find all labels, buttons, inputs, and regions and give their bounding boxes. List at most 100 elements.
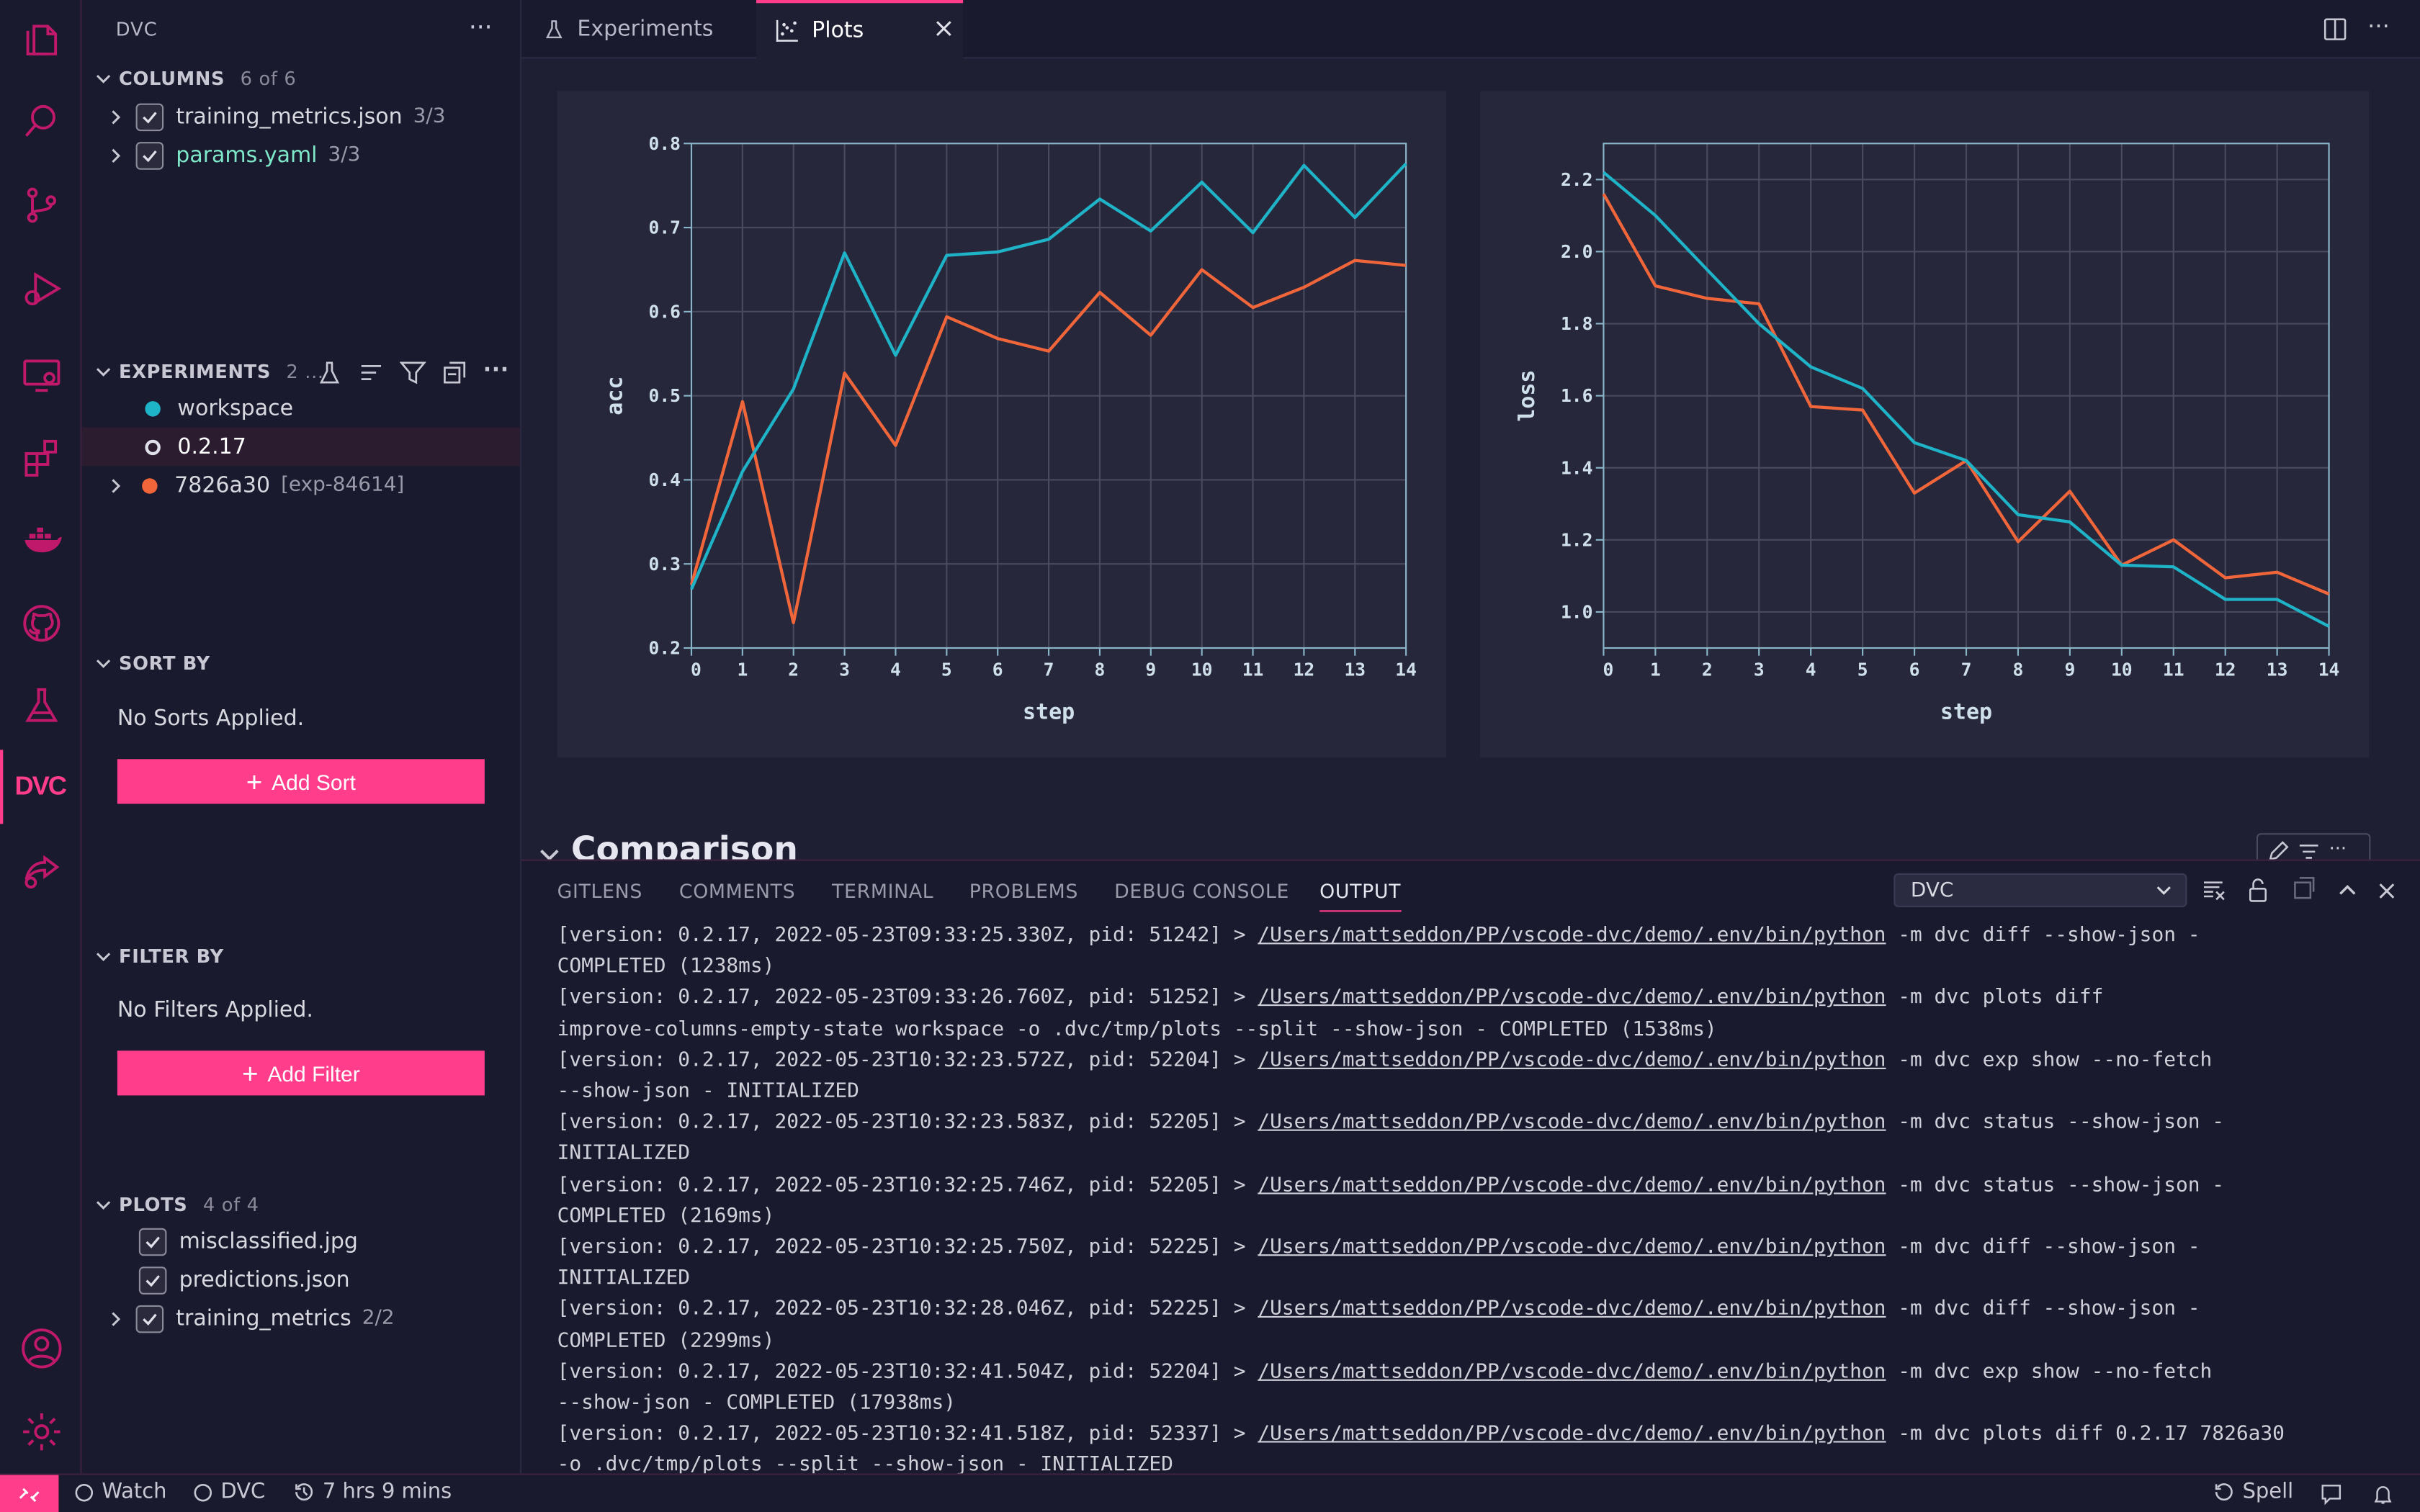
- python-path-link[interactable]: /Users/mattseddon/PP/vscode-dvc/demo/.en…: [1258, 1111, 1886, 1135]
- collapse-all-icon[interactable]: [442, 359, 467, 385]
- checkbox-checked[interactable]: [135, 102, 164, 131]
- flask-icon[interactable]: [20, 683, 63, 726]
- output-channel-select[interactable]: DVC: [1894, 873, 2187, 907]
- time-label: 7 hrs 9 mins: [322, 1480, 452, 1505]
- docker-icon[interactable]: [20, 518, 63, 562]
- plot-item[interactable]: misclassified.jpg: [82, 1222, 521, 1261]
- dvc-icon[interactable]: DVC: [14, 765, 67, 809]
- chevron-down-icon: [540, 850, 559, 860]
- python-path-link[interactable]: /Users/mattseddon/PP/vscode-dvc/demo/.en…: [1258, 1423, 1886, 1446]
- y-tick-label: 1.2: [1561, 529, 1592, 550]
- columns-header-label: COLUMNS: [119, 68, 225, 90]
- close-panel-icon[interactable]: [2377, 878, 2397, 907]
- more-actions-icon[interactable]: ···: [2367, 12, 2390, 40]
- filter-icon[interactable]: [400, 359, 426, 385]
- edit-icon[interactable]: [2267, 841, 2289, 860]
- chevron-down-icon: [2156, 886, 2171, 895]
- circle-icon: [194, 1482, 212, 1501]
- comparison-section-header[interactable]: Comparison: [537, 833, 798, 860]
- panel-tab-gitlens[interactable]: GITLENS: [557, 879, 642, 903]
- experiment-item[interactable]: 0.2.17: [81, 427, 521, 467]
- settings-gear-icon[interactable]: [20, 1410, 63, 1454]
- acc-line-chart: 0 1 2 3 4 5 6 7 8 9 10 11 12 13 140.20.30.40.50.60.70.…: [603, 133, 1417, 725]
- experiment-item[interactable]: workspace: [82, 389, 521, 428]
- explorer-icon[interactable]: [20, 17, 63, 60]
- search-icon[interactable]: [20, 100, 63, 143]
- remote-explorer-icon[interactable]: [20, 352, 63, 395]
- x-tick-label: 5: [941, 660, 952, 680]
- panel-tab-terminal[interactable]: TERMINAL: [832, 879, 934, 903]
- notifications-bell-icon[interactable]: [2372, 1482, 2394, 1512]
- split-editor-icon[interactable]: [2323, 17, 2347, 48]
- experiment-item[interactable]: 7826a30 [exp-84614]: [82, 466, 521, 505]
- checkbox-checked[interactable]: [135, 141, 164, 169]
- plot-item[interactable]: predictions.json: [82, 1261, 521, 1300]
- checkbox-checked[interactable]: [135, 1304, 164, 1333]
- watch-status[interactable]: Watch: [74, 1480, 167, 1504]
- chevron-right-icon: [104, 477, 128, 492]
- tab-experiments[interactable]: Experiments: [521, 0, 756, 58]
- more-actions-icon[interactable]: ···: [483, 358, 509, 383]
- lock-scroll-icon[interactable]: [2246, 876, 2270, 909]
- filter-section-header[interactable]: FILTER BY: [91, 940, 223, 973]
- checkbox-checked[interactable]: [138, 1227, 167, 1256]
- y-tick-label: 2.0: [1561, 241, 1592, 262]
- panel-tab-comments[interactable]: COMMENTS: [678, 879, 796, 903]
- y-tick-label: 1.0: [1561, 602, 1592, 623]
- close-icon[interactable]: [933, 19, 954, 45]
- column-item[interactable]: training_metrics.json 3/3: [82, 97, 521, 136]
- experiments-section-header[interactable]: EXPERIMENTS 2 ... ···: [91, 355, 516, 389]
- panel-tab-output[interactable]: OUTPUT: [1319, 879, 1402, 912]
- output-log[interactable]: [version: 0.2.17, 2022-05-23T09:33:25.33…: [557, 921, 2394, 1474]
- plots-section-header[interactable]: PLOTS 4 of 4: [91, 1188, 259, 1222]
- column-item[interactable]: params.yaml 3/3: [82, 136, 521, 175]
- columns-section-header[interactable]: COLUMNS 6 of 6: [91, 62, 296, 96]
- checkbox-checked[interactable]: [138, 1266, 167, 1294]
- sort-section-header[interactable]: SORT BY: [91, 647, 210, 680]
- x-tick-label: 11: [1242, 660, 1264, 680]
- source-control-icon[interactable]: [20, 184, 63, 227]
- x-tick-label: 10: [2111, 660, 2133, 680]
- experiment-color-dot: [142, 477, 158, 493]
- add-sort-button[interactable]: + Add Sort: [117, 759, 485, 804]
- panel-tab-debug-console[interactable]: DEBUG CONSOLE: [1114, 879, 1290, 903]
- maximize-panel-icon[interactable]: [2336, 878, 2358, 907]
- run-debug-icon[interactable]: [20, 267, 63, 310]
- columns-count: 6 of 6: [240, 68, 297, 90]
- python-path-link[interactable]: /Users/mattseddon/PP/vscode-dvc/demo/.en…: [1258, 986, 1886, 1010]
- more-actions-icon[interactable]: ···: [2329, 837, 2347, 860]
- clear-output-icon[interactable]: [2202, 878, 2227, 909]
- dvc-status[interactable]: DVC: [193, 1480, 265, 1504]
- share-icon[interactable]: [20, 849, 63, 892]
- python-path-link[interactable]: /Users/mattseddon/PP/vscode-dvc/demo/.en…: [1258, 1173, 1886, 1197]
- x-tick-label: 13: [2267, 660, 2288, 680]
- panel-tab-problems[interactable]: PROBLEMS: [969, 879, 1079, 903]
- more-actions-icon[interactable]: ···: [468, 12, 493, 42]
- python-path-link[interactable]: /Users/mattseddon/PP/vscode-dvc/demo/.en…: [1258, 1298, 1886, 1322]
- column-item-count: 3/3: [328, 143, 361, 167]
- python-path-link[interactable]: /Users/mattseddon/PP/vscode-dvc/demo/.en…: [1258, 1360, 1886, 1384]
- sort-icon[interactable]: [358, 359, 384, 385]
- add-filter-button[interactable]: + Add Filter: [117, 1050, 485, 1096]
- y-axis-label: loss: [1515, 370, 1540, 422]
- spell-status[interactable]: Spell: [2213, 1480, 2293, 1504]
- chevron-down-icon: [91, 651, 115, 675]
- plot-item[interactable]: training_metrics 2/2: [82, 1299, 521, 1338]
- x-tick-label: 0: [1603, 660, 1613, 680]
- remote-indicator[interactable]: [0, 1475, 59, 1512]
- scatter-plot-icon: [776, 19, 798, 42]
- flask-icon: [545, 20, 563, 39]
- python-path-link[interactable]: /Users/mattseddon/PP/vscode-dvc/demo/.en…: [1258, 924, 1886, 948]
- sort-icon[interactable]: [2298, 841, 2320, 860]
- run-experiment-icon[interactable]: [316, 359, 342, 385]
- tab-plots[interactable]: Plots: [756, 0, 964, 59]
- feedback-icon[interactable]: [2320, 1482, 2343, 1512]
- experiment-color-dot: [145, 400, 161, 416]
- python-path-link[interactable]: /Users/mattseddon/PP/vscode-dvc/demo/.en…: [1258, 1048, 1886, 1072]
- account-icon[interactable]: [20, 1327, 63, 1370]
- extensions-icon[interactable]: [20, 435, 63, 478]
- time-tracker[interactable]: 7 hrs 9 mins: [293, 1480, 452, 1504]
- github-icon[interactable]: [20, 602, 63, 645]
- chevron-right-icon: [104, 109, 128, 124]
- python-path-link[interactable]: /Users/mattseddon/PP/vscode-dvc/demo/.en…: [1258, 1236, 1886, 1259]
